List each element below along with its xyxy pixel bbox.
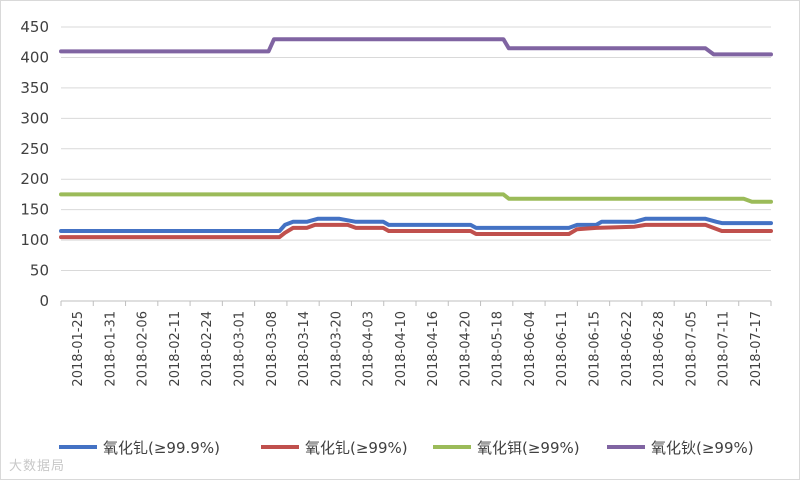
x-tick-label: 2018-05-18 bbox=[491, 311, 506, 387]
watermark-text: 大数据局 bbox=[9, 459, 66, 474]
y-tick-label: 250 bbox=[20, 140, 49, 158]
x-tick-label: 2018-02-24 bbox=[200, 311, 215, 387]
x-tick-label: 2018-06-22 bbox=[620, 311, 635, 387]
x-tick-label: 2018-06-15 bbox=[588, 311, 603, 387]
y-tick-label: 200 bbox=[20, 170, 49, 188]
y-tick-label: 150 bbox=[20, 201, 49, 219]
y-tick-label: 50 bbox=[30, 262, 49, 280]
series-line-1 bbox=[59, 216, 773, 233]
y-axis: 0 50 100 150 200 250 300 350 400 450 bbox=[20, 18, 49, 310]
x-tick-label: 2018-01-25 bbox=[71, 311, 86, 387]
y-tick-label: 100 bbox=[20, 231, 49, 249]
gridlines bbox=[61, 26, 771, 302]
x-axis: 2018-01-25 2018-01-31 2018-02-06 2018-02-11… bbox=[60, 301, 772, 387]
legend-label-1: 氧化钆(≥99.9%) bbox=[103, 439, 220, 457]
x-tick-label: 2018-06-28 bbox=[652, 311, 667, 387]
x-tick-label: 2018-06-04 bbox=[523, 311, 538, 387]
y-tick-label: 300 bbox=[20, 109, 49, 127]
x-tick-label: 2018-02-11 bbox=[168, 311, 183, 387]
series-line-2 bbox=[59, 222, 773, 240]
x-tick-label: 2018-03-14 bbox=[297, 311, 312, 387]
x-tick-label: 2018-03-01 bbox=[233, 311, 248, 387]
legend-label-4: 氧化钬(≥99%) bbox=[651, 439, 754, 457]
y-tick-label: 450 bbox=[20, 18, 49, 36]
y-tick-label: 350 bbox=[20, 79, 49, 97]
series-line-3 bbox=[59, 192, 773, 204]
series-line-4 bbox=[59, 37, 773, 57]
y-tick-label: 400 bbox=[20, 48, 49, 66]
y-tick-label: 0 bbox=[39, 292, 49, 310]
x-tick-label: 2018-02-06 bbox=[136, 311, 151, 387]
x-tick-label: 2018-03-20 bbox=[329, 311, 344, 387]
x-tick-label: 2018-07-05 bbox=[684, 311, 699, 387]
x-tick-label: 2018-04-03 bbox=[362, 311, 377, 387]
x-tick-label: 2018-04-20 bbox=[458, 311, 473, 387]
legend-label-3: 氧化铒(≥99%) bbox=[477, 439, 580, 457]
x-tick-label: 2018-04-10 bbox=[394, 311, 409, 387]
series-lines bbox=[59, 37, 773, 240]
x-tick-label: 2018-01-31 bbox=[103, 311, 118, 387]
legend: 氧化钆(≥99.9%) 氧化钆(≥99%) 氧化铒(≥99%) 氧化钬(≥99%) bbox=[59, 439, 754, 457]
x-tick-label: 2018-04-16 bbox=[426, 311, 441, 387]
legend-label-2: 氧化钆(≥99%) bbox=[305, 439, 408, 457]
x-tick-label: 2018-07-17 bbox=[749, 311, 764, 387]
x-tick-label: 2018-03-08 bbox=[265, 311, 280, 387]
x-tick-label: 2018-07-11 bbox=[717, 311, 732, 387]
x-tick-label: 2018-06-11 bbox=[555, 311, 570, 387]
